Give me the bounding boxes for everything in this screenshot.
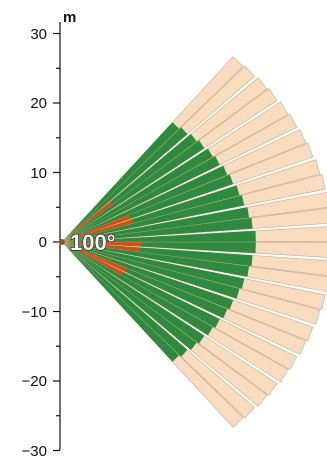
beam-near-zone xyxy=(70,246,124,276)
beam-mid-zone xyxy=(62,242,245,289)
beam xyxy=(61,159,321,243)
beam-fan xyxy=(61,56,327,428)
beam xyxy=(61,88,278,243)
tick-label-0: 0 xyxy=(39,234,47,251)
tick-label-neg30: −30 xyxy=(22,443,47,457)
axis-ticks xyxy=(53,32,60,452)
beam-mid-zone xyxy=(62,207,250,242)
beam-mid-zone xyxy=(62,230,256,242)
beam xyxy=(61,241,321,325)
beam-mid-zone xyxy=(62,148,213,242)
beam-mid-zone xyxy=(62,242,256,254)
beam-mid-zone xyxy=(62,122,180,242)
beam xyxy=(61,56,244,243)
beam xyxy=(61,65,255,243)
beam-mid-zone xyxy=(62,242,180,362)
beam xyxy=(61,241,326,310)
tick-label-10: 10 xyxy=(30,165,47,182)
beam-mid-zone xyxy=(62,165,228,242)
beam-mid-zone xyxy=(62,242,197,350)
beam-mid-zone xyxy=(62,140,205,242)
beam xyxy=(61,113,298,243)
beam xyxy=(61,142,314,243)
beam xyxy=(61,241,314,342)
beam xyxy=(61,191,327,243)
beam-near-zone xyxy=(71,242,140,252)
beam-near-zone xyxy=(72,242,142,247)
beam-mid-zone xyxy=(62,242,188,357)
field-of-view-label: 100° xyxy=(70,230,116,255)
beam-near-zone xyxy=(71,215,130,239)
beam-mid-zone xyxy=(62,242,250,277)
beam xyxy=(61,241,255,419)
beam xyxy=(61,174,326,243)
beam-near-zone xyxy=(71,219,133,240)
sensor-origin xyxy=(59,239,65,245)
beam-mid-zone xyxy=(62,242,234,310)
beam-mid-zone xyxy=(62,242,205,344)
tick-label-20: 20 xyxy=(30,95,47,112)
beam-mid-zone xyxy=(62,195,245,242)
beam xyxy=(61,241,327,258)
tick-label-30: 30 xyxy=(30,26,47,43)
beam-near-zone xyxy=(71,245,128,272)
beam xyxy=(61,77,268,243)
beam-mid-zone xyxy=(62,127,188,242)
beam-mid-zone xyxy=(62,242,240,299)
beam xyxy=(61,129,307,243)
beam xyxy=(61,241,298,371)
beam-mid-zone xyxy=(62,242,253,267)
beam-mid-zone xyxy=(62,156,220,242)
beam xyxy=(61,241,327,293)
beam-mid-zone xyxy=(62,242,213,336)
beam xyxy=(61,241,289,383)
beam xyxy=(61,241,307,355)
beam xyxy=(61,226,327,243)
beam xyxy=(61,241,327,276)
tick-label-neg10: −10 xyxy=(22,304,47,321)
tick-label-neg20: −20 xyxy=(22,373,47,390)
beam xyxy=(61,241,244,428)
beam-near-zone xyxy=(69,200,114,236)
beam xyxy=(61,241,268,407)
beam xyxy=(61,101,289,243)
beam xyxy=(61,241,278,396)
axis-unit-label: m xyxy=(63,9,76,26)
